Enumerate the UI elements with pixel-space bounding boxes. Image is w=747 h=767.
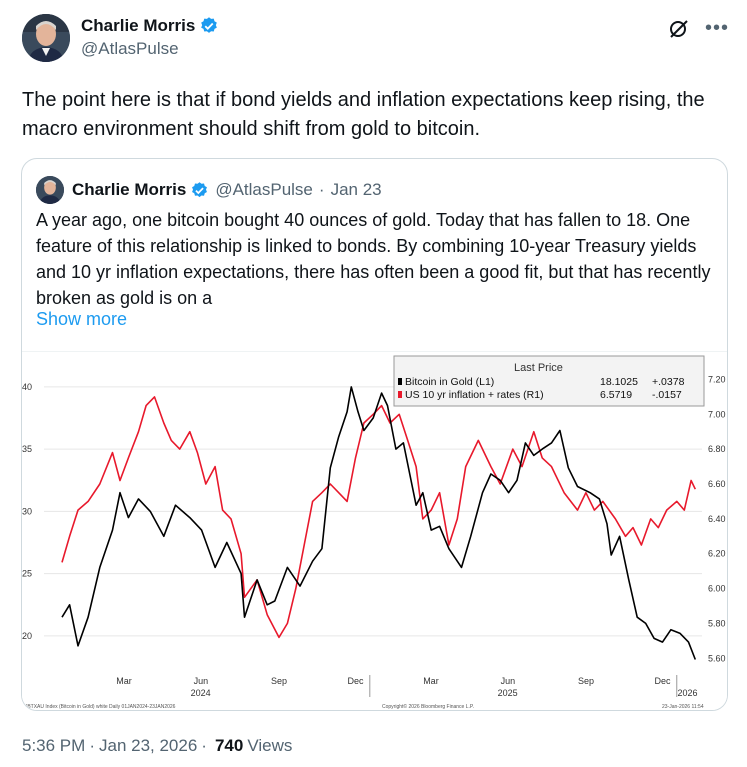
right-tick-label: 7.20 <box>708 374 726 384</box>
chart-footer-left: XBTXAU Index (Bitcoin in Gold) white Dai… <box>24 704 176 710</box>
right-tick-label: 6.00 <box>708 584 726 594</box>
quote-author-handle: @AtlasPulse <box>215 180 313 199</box>
footer-separator: · <box>89 736 95 755</box>
right-tick-label: 6.80 <box>708 444 726 454</box>
left-tick-label: 30 <box>22 506 32 516</box>
legend-entry-change: -.0157 <box>652 389 682 401</box>
legend-entry-value: 18.1025 <box>600 376 638 388</box>
x-month-label: Jun <box>501 676 516 686</box>
legend-entry-name: US 10 yr inflation + rates (R1) <box>405 389 544 401</box>
legend-box <box>393 355 705 407</box>
right-tick-label: 6.40 <box>708 514 726 524</box>
tweet-text: The point here is that if bond yields an… <box>22 89 705 140</box>
x-month-label: Sep <box>271 676 287 686</box>
left-tick-label: 35 <box>22 444 32 454</box>
bloomberg-chart: 40 35 30 25 20 7.20 7.00 6.80 6.60 6.40 6.20 6.00 5.… <box>22 355 726 710</box>
quote-date: Jan 23 <box>330 180 382 199</box>
tweet-time[interactable]: 5:36 PM <box>22 736 86 755</box>
right-tick-label: 7.00 <box>708 409 726 419</box>
tweet-date[interactable]: Jan 23, 2026 <box>98 736 198 755</box>
author-avatar[interactable] <box>22 14 70 62</box>
grok-icon[interactable] <box>667 16 691 40</box>
footer-separator: · <box>201 736 207 755</box>
author-display-name[interactable]: Charlie Morris <box>81 16 196 35</box>
x-year-label: 2025 <box>498 688 518 698</box>
series-us-10yr-inflation-rates <box>61 396 697 639</box>
right-tick-label: 6.60 <box>708 479 726 489</box>
x-month-label: Mar <box>116 676 132 686</box>
right-tick-label: 6.20 <box>708 549 726 559</box>
x-month-label: Dec <box>654 676 671 686</box>
x-month-label: Sep <box>578 676 594 686</box>
show-more-link[interactable]: Show more <box>36 309 128 329</box>
right-tick-label: 5.80 <box>708 618 726 628</box>
quote-author-avatar <box>36 176 64 204</box>
x-month-label: Dec <box>348 676 365 686</box>
avatar-photo <box>22 14 70 62</box>
left-tick-label: 25 <box>22 569 32 579</box>
legend-swatch <box>398 378 402 385</box>
series-bitcoin-in-gold <box>61 386 697 660</box>
author-handle[interactable]: @AtlasPulse <box>81 39 179 58</box>
verified-badge-icon <box>201 17 218 33</box>
left-tick-label: 20 <box>22 631 32 641</box>
legend-entry-value: 6.5719 <box>600 389 632 401</box>
chart-footer-right: 23-Jan-2026 11:54 <box>662 704 704 710</box>
chart-footer-center: Copyright© 2026 Bloomberg Finance L.P. <box>382 703 474 710</box>
quote-author-name: Charlie Morris <box>72 180 187 199</box>
x-month-label: Mar <box>423 676 439 686</box>
verified-badge-icon <box>192 181 208 197</box>
legend-entry-name: Bitcoin in Gold (L1) <box>405 376 494 388</box>
left-tick-label: 40 <box>22 382 32 392</box>
views-label: Views <box>247 736 293 755</box>
legend-header: Last Price <box>514 362 563 374</box>
views-count: 740 <box>214 736 244 755</box>
legend-entry-change: +.0378 <box>652 376 685 388</box>
chart-image[interactable]: 40 35 30 25 20 7.20 7.00 6.80 6.60 6.40 6.20 6.00 5.… <box>22 351 727 710</box>
x-month-label: Jun <box>194 676 209 686</box>
tweet-author[interactable]: Charlie Morris @AtlasPulse <box>22 14 219 62</box>
right-tick-label: 5.60 <box>708 653 726 663</box>
quote-text: A year ago, one bitcoin bought 40 ounces… <box>36 210 711 308</box>
more-options-icon[interactable]: ••• <box>704 17 729 39</box>
quoted-tweet[interactable]: Charlie Morris @AtlasPulse · Jan 23 A ye… <box>21 158 728 711</box>
x-year-label: 2026 <box>678 688 698 698</box>
legend-swatch <box>398 391 402 398</box>
avatar-photo <box>36 176 64 204</box>
quote-dot-separator: · <box>318 180 325 199</box>
x-year-label: 2024 <box>191 688 211 698</box>
